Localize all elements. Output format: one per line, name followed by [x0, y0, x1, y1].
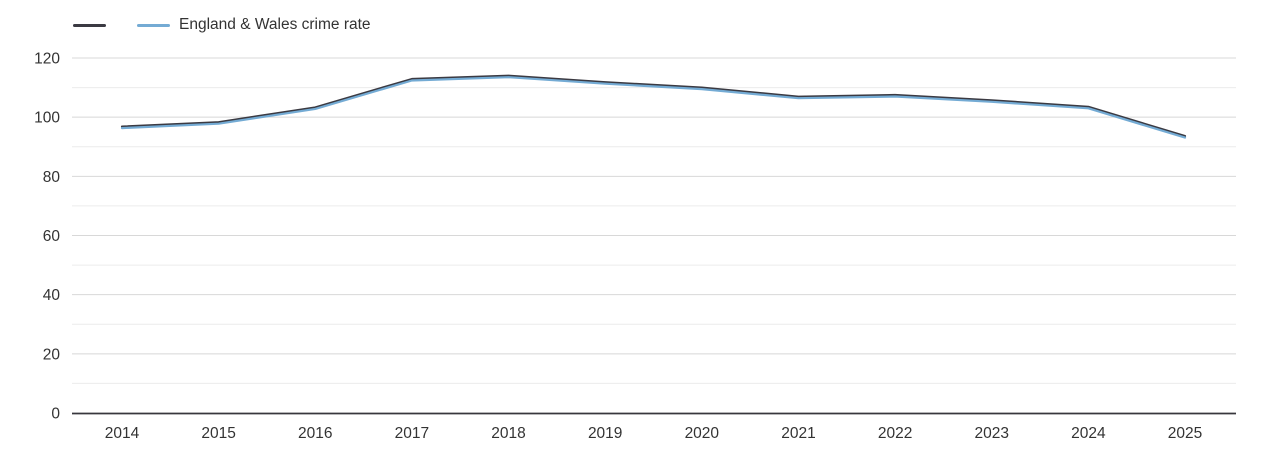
legend-line-swatch-blue — [137, 23, 170, 27]
x-tick-label: 2017 — [395, 425, 429, 442]
chart-legend: England & Wales crime rate — [73, 16, 402, 34]
x-tick-label: 2024 — [1071, 425, 1106, 442]
x-tick-label: 2025 — [1168, 425, 1202, 442]
legend-line-swatch-dark — [73, 23, 106, 27]
y-tick-label: 120 — [34, 51, 60, 68]
x-tick-label: 2020 — [685, 425, 720, 442]
legend-item-location[interactable] — [73, 23, 106, 27]
x-tick-label: 2018 — [491, 425, 525, 442]
legend-item-england-wales[interactable]: England & Wales crime rate — [137, 16, 371, 34]
x-tick-label: 2015 — [201, 425, 235, 442]
x-axis-labels: 2014 2015 2016 2017 2018 2019 2020 2021 2022 2023… — [105, 425, 1202, 442]
data-series — [120, 74, 1187, 139]
x-tick-label: 2022 — [878, 425, 912, 442]
x-tick-label: 2023 — [974, 425, 1008, 442]
y-tick-label: 0 — [51, 406, 60, 423]
x-tick-label: 2021 — [781, 425, 815, 442]
x-tick-label: 2014 — [105, 425, 140, 442]
x-tick-label: 2016 — [298, 425, 332, 442]
series-line-location — [120, 74, 1187, 138]
legend-label-england-wales: England & Wales crime rate — [179, 16, 371, 33]
y-tick-label: 80 — [43, 169, 61, 186]
y-tick-label: 20 — [43, 346, 61, 363]
grid-minor-lines — [72, 87, 1236, 384]
series-line-england-wales — [120, 76, 1187, 139]
x-tick-label: 2019 — [588, 425, 622, 442]
y-axis-labels: 0 20 40 60 80 100 120 — [34, 51, 60, 423]
y-tick-label: 100 — [34, 110, 60, 127]
y-tick-label: 60 — [43, 228, 61, 245]
y-tick-label: 40 — [43, 287, 61, 304]
